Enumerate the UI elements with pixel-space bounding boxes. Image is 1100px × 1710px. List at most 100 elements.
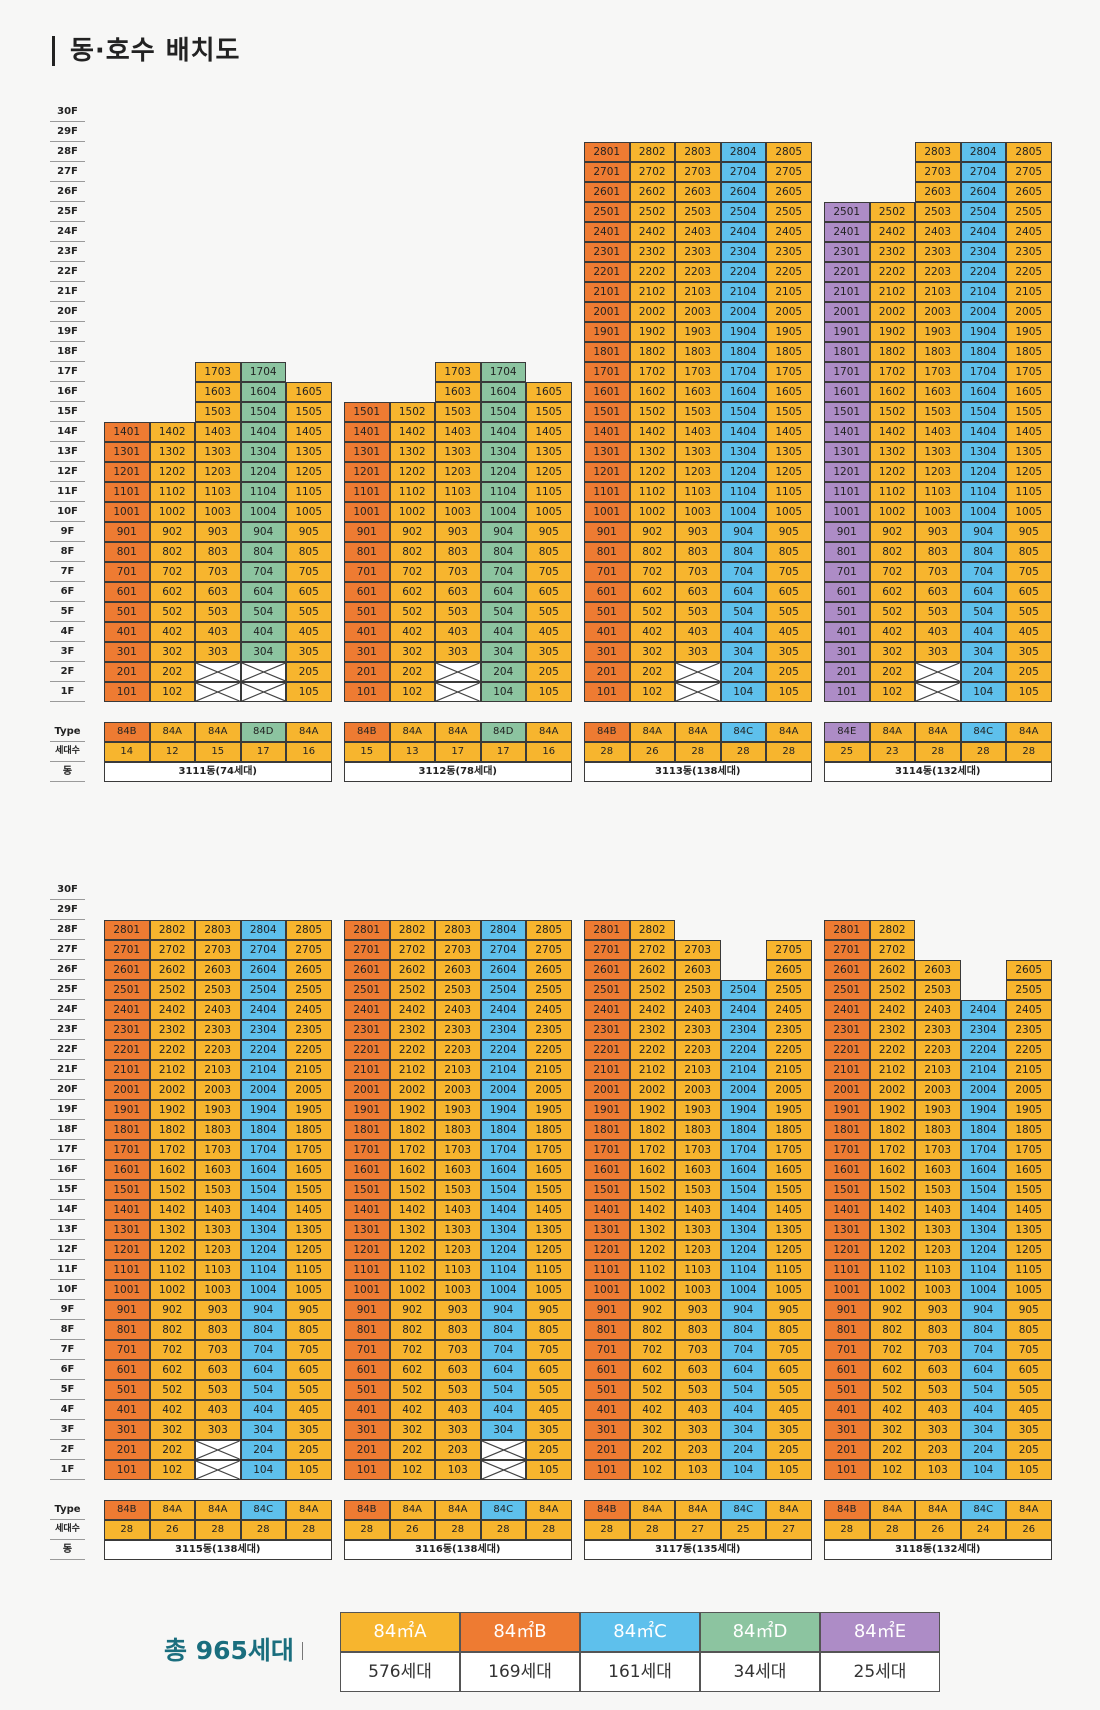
floor-label: 23F [50,242,85,262]
unit-cell: 401 [104,622,150,642]
unit-cell: 1101 [584,1260,630,1280]
floor-label: 16F [50,382,85,402]
unit-cell: 1302 [629,442,675,462]
unit-cell: 1903 [675,322,721,342]
unit-cell: 1401 [584,1200,630,1220]
unit-cell: 1803 [435,1120,481,1140]
unit-cell: 1203 [435,462,481,482]
unit-cell: 1305 [526,1220,572,1240]
unit-cell: 603 [915,1360,961,1380]
unit-cell: 902 [389,522,435,542]
unit-cell: 1301 [824,1220,870,1240]
unit-cell: 2003 [915,302,961,322]
unit-cell: 1201 [104,462,150,482]
unit-cell: 603 [435,1360,481,1380]
unit-cell: 2502 [149,980,195,1000]
unit-cell: 1402 [149,1200,195,1220]
type-cell: 84B [104,722,150,742]
unit-cell: 1801 [104,1120,150,1140]
unit-cell: 904 [240,522,286,542]
unit-cell: 1204 [240,1240,286,1260]
unit-cell: 2805 [526,920,572,940]
unit-cell: 1104 [960,482,1006,502]
unit-cell: 402 [389,622,435,642]
unit-cell: 2702 [629,162,675,182]
household-count-cell: 14 [104,742,150,762]
unit-cell: 2302 [389,1020,435,1040]
household-count-cell: 28 [960,742,1006,762]
unit-cell: 901 [344,522,390,542]
unit-cell: 1101 [824,1260,870,1280]
unit-cell: 1103 [915,482,961,502]
unit-cell: 1102 [149,482,195,502]
floor-label: 1F [50,1460,85,1480]
unit-cell: 1404 [240,422,286,442]
unit-cell: 105 [286,1460,332,1480]
unit-cell: 801 [584,1320,630,1340]
unit-cell: 103 [435,1460,481,1480]
unit-cell: 1004 [240,1280,286,1300]
unit-cell: 603 [435,582,481,602]
household-count-cell: 15 [344,742,390,762]
unit-cell: 2702 [389,940,435,960]
unit-cell: 2202 [389,1040,435,1060]
unit-cell: 1203 [915,462,961,482]
household-count-cell: 17 [435,742,481,762]
household-count-cell: 26 [629,742,675,762]
unit-cell: 501 [584,602,630,622]
unit-cell: 905 [286,522,332,542]
unit-cell: 1703 [915,1140,961,1160]
no-unit-cross-icon [676,683,720,701]
unit-cell: 2302 [149,1020,195,1040]
unit-cell: 1304 [240,1220,286,1240]
unit-cell: 2004 [480,1080,526,1100]
unit-cell: 2205 [1006,262,1052,282]
unit-cell: 1705 [286,1140,332,1160]
unit-cell: 2504 [720,980,766,1000]
unit-cell: 1302 [149,442,195,462]
unit-cell: 601 [104,582,150,602]
type-cell: 84B [584,722,630,742]
unit-cell: 803 [435,542,481,562]
unit-cell: 1405 [526,1200,572,1220]
unit-cell: 102 [389,682,435,702]
unit-cell: 905 [286,1300,332,1320]
unit-cell: 505 [766,602,812,622]
unit-cell: 1702 [869,1140,915,1160]
unit-cell: 601 [824,1360,870,1380]
unit-cell: 503 [915,1380,961,1400]
unit-cell: 705 [766,562,812,582]
unit-cell: 1904 [720,1100,766,1120]
unit-cell: 2503 [195,980,241,1000]
unit-cell: 102 [869,1460,915,1480]
household-count-cell: 25 [720,1520,766,1540]
unit-cell: 403 [915,1400,961,1420]
row-label-building: 동 [50,762,85,782]
unit-cell: 2603 [915,960,961,980]
unit-cell: 1404 [720,422,766,442]
unit-cell: 1402 [389,422,435,442]
unit-cell: 801 [584,542,630,562]
unit-cell: 1804 [480,1120,526,1140]
unit-cell: 1903 [915,322,961,342]
unit-cell: 1903 [675,1100,721,1120]
unit-cell: 701 [584,562,630,582]
floor-label: 8F [50,1320,85,1340]
unit-cell: 2003 [675,302,721,322]
unit-cell: 903 [195,1300,241,1320]
unit-cell: 902 [869,522,915,542]
unit-cell: 201 [584,662,630,682]
unit-cell: 405 [1006,1400,1052,1420]
unit-cell: 1202 [629,462,675,482]
floor-label: 20F [50,1080,85,1100]
unit-cell: 2302 [869,242,915,262]
unit-cell: 703 [915,1340,961,1360]
unit-cell: 2404 [720,222,766,242]
unit-cell: 1603 [195,1160,241,1180]
unit-cell: 905 [766,522,812,542]
unit-cell: 1304 [240,442,286,462]
unit-cell: 1001 [584,502,630,522]
unit-cell: 1202 [869,462,915,482]
unit-cell: 902 [629,1300,675,1320]
unit-cell: 1205 [1006,1240,1052,1260]
